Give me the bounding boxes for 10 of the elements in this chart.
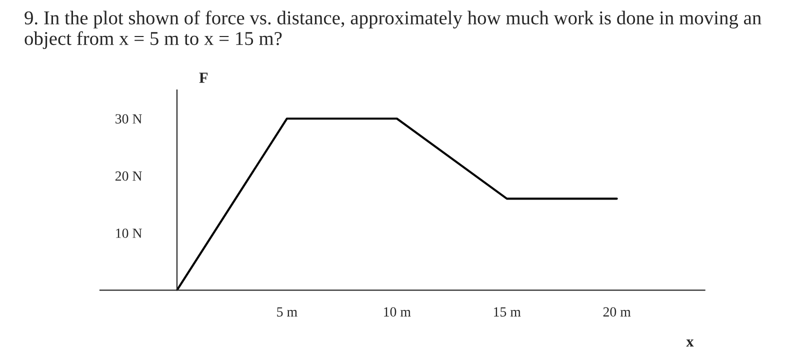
x-axis-title: x [686, 340, 694, 347]
y-axis-title: F [199, 72, 208, 83]
x-tick-label: 20 m [603, 307, 631, 317]
x-tick-label: 15 m [494, 307, 521, 317]
chart-title: 9. In the plot shown of force vs. distance, approximately how much work is done in moving an object from x = 5 m to x = 15 m? [24, 10, 762, 50]
y-tick-label: 10 N [116, 228, 142, 238]
x-tick-label: 10 m [384, 307, 411, 317]
x-tick-label: 5 m [277, 307, 298, 317]
y-tick-label: 20 N [115, 171, 142, 181]
y-tick-label: 30 N [116, 114, 142, 124]
